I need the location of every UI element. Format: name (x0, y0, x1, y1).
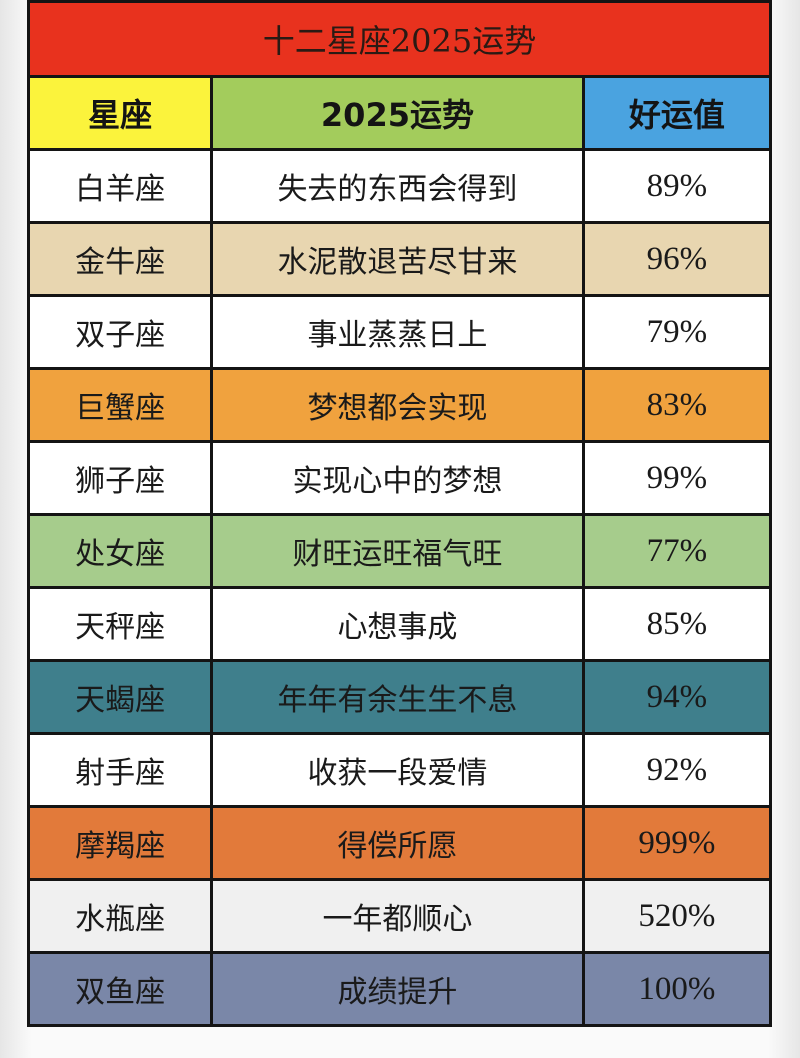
luck-cell: 89% (581, 148, 773, 224)
header-luck: 好运值 (581, 75, 773, 151)
luck-cell: 83% (581, 367, 773, 443)
table-row: 双子座 事业蒸蒸日上 79% (26, 294, 773, 370)
table-row: 射手座 收获一段爱情 92% (26, 732, 773, 808)
sign-cell: 水瓶座 (26, 878, 214, 954)
sign-cell: 双鱼座 (26, 951, 214, 1027)
fortune-cell: 实现心中的梦想 (210, 440, 585, 516)
fortune-cell: 收获一段爱情 (210, 732, 585, 808)
luck-cell: 99% (581, 440, 773, 516)
fortune-cell: 心想事成 (210, 586, 585, 662)
fortune-cell: 财旺运旺福气旺 (210, 513, 585, 589)
horoscope-table: 十二星座2025运势 星座 2025运势 好运值 白羊座 失去的东西会得到 89% 金… (26, 0, 773, 1027)
luck-cell: 520% (581, 878, 773, 954)
table-row: 天秤座 心想事成 85% (26, 586, 773, 662)
header-row: 星座 2025运势 好运值 (26, 75, 773, 151)
sign-cell: 天秤座 (26, 586, 214, 662)
table-row: 水瓶座 一年都顺心 520% (26, 878, 773, 954)
fortune-cell: 事业蒸蒸日上 (210, 294, 585, 370)
table-row: 摩羯座 得偿所愿 999% (26, 805, 773, 881)
sign-cell: 巨蟹座 (26, 367, 214, 443)
luck-cell: 79% (581, 294, 773, 370)
table-row: 金牛座 水泥散退苦尽甘来 96% (26, 221, 773, 297)
fortune-cell: 年年有余生生不息 (210, 659, 585, 735)
sign-cell: 射手座 (26, 732, 214, 808)
luck-cell: 96% (581, 221, 773, 297)
table-row: 巨蟹座 梦想都会实现 83% (26, 367, 773, 443)
header-fortune: 2025运势 (210, 75, 585, 151)
table-row: 处女座 财旺运旺福气旺 77% (26, 513, 773, 589)
table-row: 天蝎座 年年有余生生不息 94% (26, 659, 773, 735)
luck-cell: 94% (581, 659, 773, 735)
table-row: 白羊座 失去的东西会得到 89% (26, 148, 773, 224)
table-title: 十二星座2025运势 (27, 0, 772, 78)
fortune-cell: 得偿所愿 (210, 805, 585, 881)
header-sign: 星座 (26, 75, 214, 151)
sign-cell: 狮子座 (26, 440, 214, 516)
table-row: 双鱼座 成绩提升 100% (26, 951, 773, 1027)
luck-cell: 92% (581, 732, 773, 808)
luck-cell: 100% (581, 951, 773, 1027)
fortune-cell: 水泥散退苦尽甘来 (210, 221, 585, 297)
fortune-cell: 一年都顺心 (210, 878, 585, 954)
fortune-cell: 成绩提升 (210, 951, 585, 1027)
fortune-cell: 梦想都会实现 (210, 367, 585, 443)
sign-cell: 摩羯座 (26, 805, 214, 881)
luck-cell: 85% (581, 586, 773, 662)
sign-cell: 双子座 (26, 294, 214, 370)
title-row: 十二星座2025运势 (27, 0, 772, 78)
table-row: 狮子座 实现心中的梦想 99% (26, 440, 773, 516)
sign-cell: 天蝎座 (26, 659, 214, 735)
sign-cell: 金牛座 (26, 221, 214, 297)
fortune-cell: 失去的东西会得到 (210, 148, 585, 224)
luck-cell: 77% (581, 513, 773, 589)
sign-cell: 处女座 (26, 513, 214, 589)
sign-cell: 白羊座 (26, 148, 214, 224)
luck-cell: 999% (581, 805, 773, 881)
